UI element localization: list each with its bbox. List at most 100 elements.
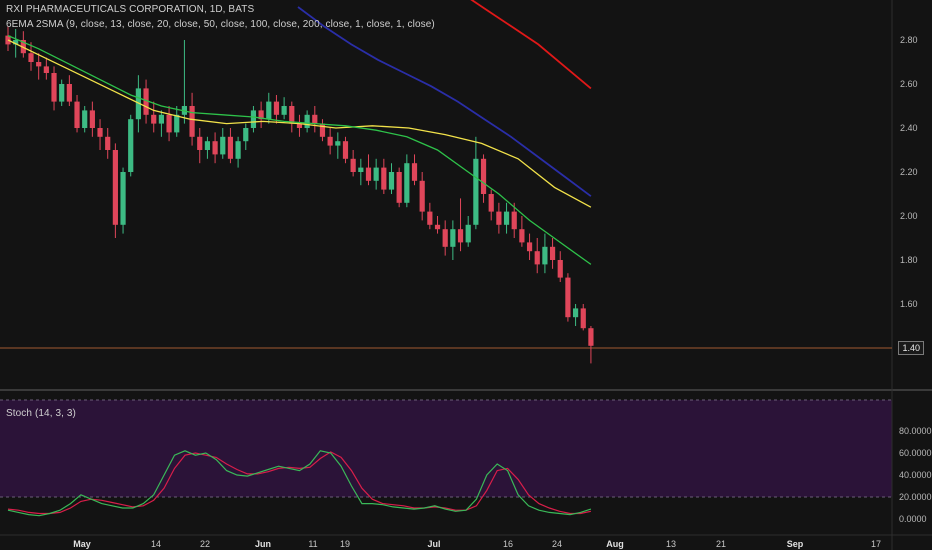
candle-body (51, 73, 57, 102)
date-label: May (73, 539, 91, 549)
date-label: 16 (503, 539, 513, 549)
candle-body (358, 167, 364, 172)
candle-body (243, 128, 249, 142)
date-label: 21 (716, 539, 726, 549)
stochastic-lines (7, 450, 592, 517)
ema20-line (7, 35, 592, 265)
candle-body (289, 106, 295, 124)
candle-body (174, 114, 180, 133)
candle-body (557, 260, 563, 278)
candle-body (457, 229, 464, 243)
candle-body (36, 62, 42, 67)
candle-body (549, 246, 556, 260)
date-label: Jul (427, 539, 440, 549)
candle-body (212, 141, 218, 155)
candle-body (381, 167, 387, 190)
stoch-tick-label: 80.0000 (899, 426, 932, 436)
date-label: 22 (200, 539, 210, 549)
price-tick-label: 2.60 (900, 79, 918, 89)
candle-body (13, 40, 19, 45)
candle-body (143, 88, 149, 115)
price-tick-label: 2.80 (900, 35, 918, 45)
candle-body (304, 114, 310, 128)
date-label: 17 (871, 539, 881, 549)
date-label: 24 (552, 539, 562, 549)
candle-body (43, 66, 49, 73)
candle-body (312, 114, 318, 124)
candle-body (404, 163, 410, 203)
candle-body (28, 53, 34, 62)
stoch-tick-label: 0.0000 (899, 514, 927, 524)
candle-body (204, 141, 211, 150)
candle-body (511, 211, 517, 230)
stoch-axis: 80.0000 60.0000 40.0000 20.0000 0.0000 (899, 426, 932, 524)
candle-body (565, 277, 571, 318)
candle-body (135, 88, 141, 120)
candle-body (189, 106, 195, 137)
stoch-overbought-oversold-band (0, 400, 892, 497)
candle-body (473, 158, 479, 225)
ma200-line (470, 0, 592, 90)
candle-body (396, 172, 402, 203)
price-tick-label: 2.00 (900, 211, 918, 221)
candle-body (220, 136, 226, 155)
candle-body (59, 84, 65, 102)
candle-body (419, 180, 425, 212)
candle-body (411, 163, 418, 181)
price-axis: 2.80 2.60 2.40 2.20 2.00 1.80 1.60 (900, 35, 918, 309)
candle-body (519, 229, 525, 243)
candle-body (588, 328, 594, 346)
candle-body (266, 101, 272, 120)
date-label: Sep (787, 539, 804, 549)
candle-body (488, 194, 494, 212)
stoch-tick-label: 40.0000 (899, 470, 932, 480)
moving-average-lines (7, 0, 592, 265)
candlestick-series (5, 26, 594, 364)
candle-body (166, 114, 172, 133)
candle-body (319, 123, 326, 137)
indicator-legend[interactable]: 6EMA 2SMA (9, close, 13, close, 20, clos… (6, 19, 435, 30)
candle-body (235, 141, 241, 159)
candle-body (296, 123, 303, 128)
date-label: Aug (606, 539, 624, 549)
stoch-legend[interactable]: Stoch (14, 3, 3) (6, 408, 76, 419)
candle-body (442, 229, 448, 247)
candle-body (542, 246, 548, 265)
symbol-title[interactable]: RXI PHARMACEUTICALS CORPORATION, 1D, BAT… (6, 4, 255, 15)
ma100-line (297, 6, 592, 197)
candle-body (97, 128, 103, 137)
candle-body (526, 242, 533, 252)
candle-body (373, 167, 379, 181)
candle-body (480, 158, 487, 194)
date-label: 11 (308, 539, 317, 549)
candle-body (158, 114, 164, 124)
price-tick-label: 1.80 (900, 255, 918, 265)
ema9-line (7, 39, 592, 208)
candle-body (258, 110, 264, 120)
candle-body (496, 211, 502, 225)
candle-body (105, 136, 111, 150)
candle-body (273, 101, 280, 115)
candle-body (335, 141, 341, 146)
candle-body (327, 136, 333, 146)
candle-body (20, 40, 26, 54)
candle-body (197, 136, 203, 150)
candle-body (388, 172, 395, 190)
candle-body (82, 110, 88, 128)
time-axis[interactable]: May 14 22 Jun 11 19 Jul 16 24 Aug 13 21 Sep 17 (73, 539, 881, 549)
candle-body (350, 158, 356, 172)
date-label: Jun (255, 539, 271, 549)
stoch-tick-label: 20.0000 (899, 492, 932, 502)
candle-body (128, 119, 134, 172)
candle-body (572, 308, 579, 318)
date-label: 19 (340, 539, 350, 549)
price-tick-label: 1.60 (900, 299, 918, 309)
date-label: 14 (151, 539, 161, 549)
stoch-k-line (7, 450, 592, 517)
candle-body (427, 211, 433, 225)
candle-body (250, 110, 257, 128)
stoch-tick-label: 60.0000 (899, 448, 932, 458)
candle-body (151, 114, 157, 124)
candle-body (465, 224, 471, 243)
